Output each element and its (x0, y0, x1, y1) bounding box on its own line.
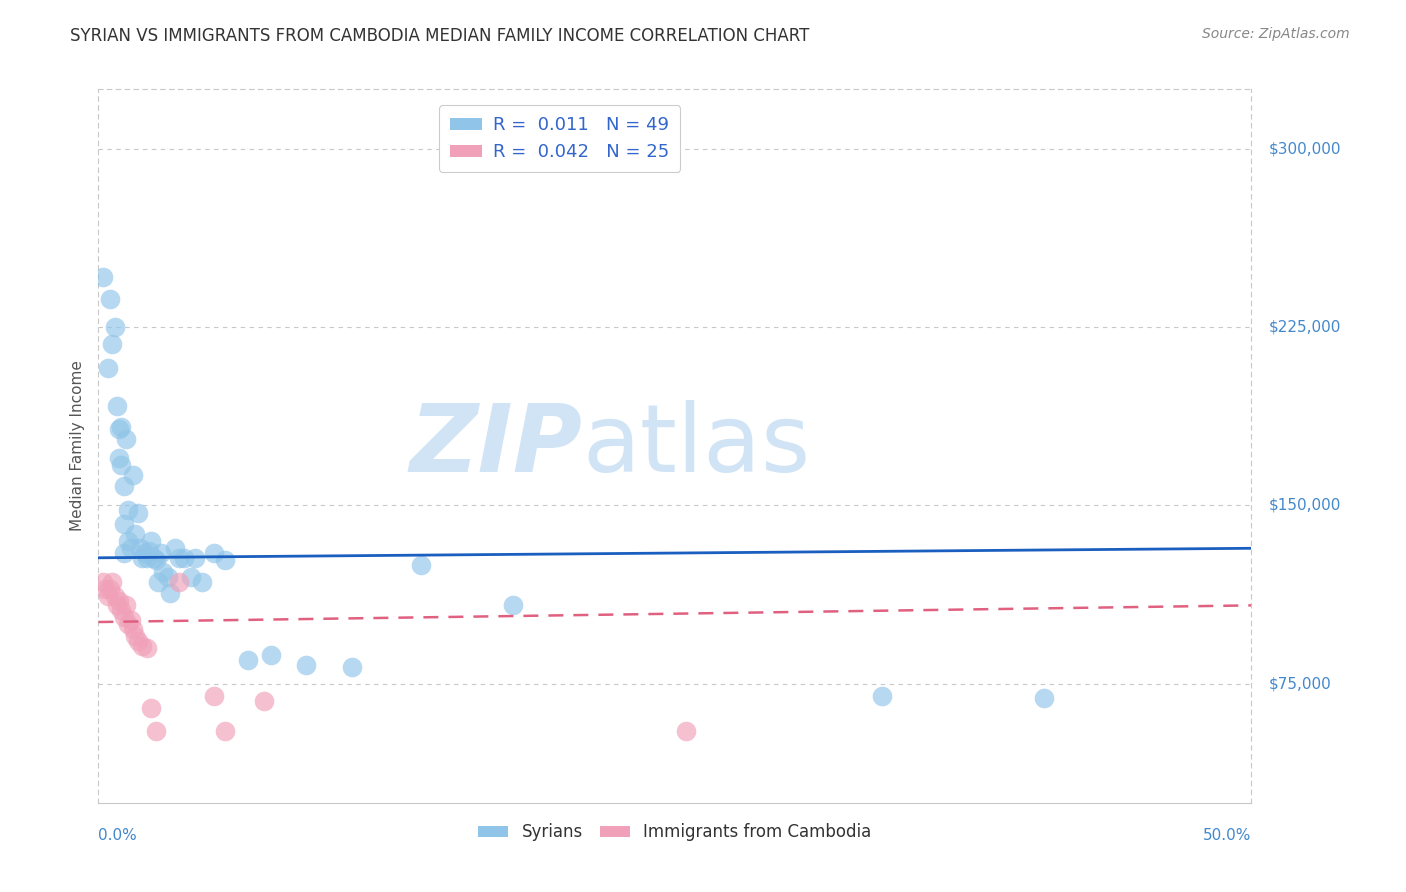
Point (110, 458, 132, 472)
Point (167, 550, 190, 565)
Point (148, 574, 170, 589)
Point (103, 589, 125, 603)
Point (131, 550, 153, 565)
Point (112, 610, 135, 624)
Point (112, 546, 135, 560)
Point (94, 582, 117, 596)
Point (135, 641, 157, 656)
Point (97, 360, 120, 375)
Point (110, 420, 132, 434)
Point (120, 613, 142, 627)
Text: 50.0%: 50.0% (1204, 828, 1251, 843)
Text: Source: ZipAtlas.com: Source: ZipAtlas.com (1202, 27, 1350, 41)
Text: $300,000: $300,000 (1268, 141, 1341, 156)
Text: SYRIAN VS IMMIGRANTS FROM CAMBODIA MEDIAN FAMILY INCOME CORRELATION CHART: SYRIAN VS IMMIGRANTS FROM CAMBODIA MEDIA… (70, 27, 810, 45)
Legend: Syrians, Immigrants from Cambodia: Syrians, Immigrants from Cambodia (472, 817, 877, 848)
Text: ZIP: ZIP (409, 400, 582, 492)
Point (98, 292, 121, 306)
Point (180, 570, 202, 584)
Point (238, 653, 260, 667)
Point (117, 617, 139, 632)
Point (122, 467, 145, 482)
Point (108, 593, 131, 607)
Point (124, 527, 146, 541)
Text: $150,000: $150,000 (1268, 498, 1341, 513)
Point (260, 648, 283, 663)
Text: 0.0%: 0.0% (98, 828, 138, 843)
Point (159, 586, 181, 600)
Point (101, 336, 124, 351)
Point (97, 589, 120, 603)
Text: $225,000: $225,000 (1268, 319, 1341, 334)
Point (295, 657, 318, 672)
Point (173, 550, 195, 565)
Point (142, 550, 165, 565)
Point (1032, 691, 1054, 706)
Point (105, 599, 128, 613)
Point (167, 574, 190, 589)
Point (145, 553, 167, 567)
Point (105, 399, 128, 413)
Point (103, 320, 125, 334)
Point (152, 565, 174, 579)
Point (214, 553, 236, 567)
Point (115, 432, 138, 446)
Point (253, 693, 276, 707)
Point (675, 724, 697, 739)
Text: $75,000: $75,000 (1268, 676, 1331, 691)
Point (156, 570, 179, 584)
Y-axis label: Median Family Income: Median Family Income (69, 360, 84, 532)
Point (191, 574, 214, 589)
Point (149, 546, 172, 560)
Point (163, 541, 186, 556)
Point (202, 546, 225, 560)
Point (117, 503, 139, 517)
Point (138, 543, 160, 558)
Point (108, 422, 131, 436)
Point (184, 550, 207, 565)
Point (91, 574, 114, 589)
Point (101, 574, 124, 589)
Point (141, 700, 163, 714)
Point (108, 450, 131, 465)
Point (145, 724, 167, 739)
Point (112, 517, 135, 532)
Point (202, 689, 225, 703)
Text: atlas: atlas (582, 400, 811, 492)
Point (214, 724, 236, 739)
Point (340, 660, 363, 674)
Point (124, 629, 146, 643)
Point (502, 599, 524, 613)
Point (411, 558, 433, 572)
Point (135, 550, 157, 565)
Point (91, 270, 114, 285)
Point (120, 541, 142, 556)
Point (115, 599, 138, 613)
Point (872, 689, 894, 703)
Point (134, 546, 156, 560)
Point (112, 479, 135, 493)
Point (131, 639, 153, 653)
Point (127, 506, 149, 520)
Point (129, 541, 152, 556)
Point (117, 534, 139, 549)
Point (141, 534, 163, 549)
Point (127, 634, 149, 648)
Point (122, 622, 145, 636)
Point (98, 582, 121, 596)
Point (110, 603, 132, 617)
